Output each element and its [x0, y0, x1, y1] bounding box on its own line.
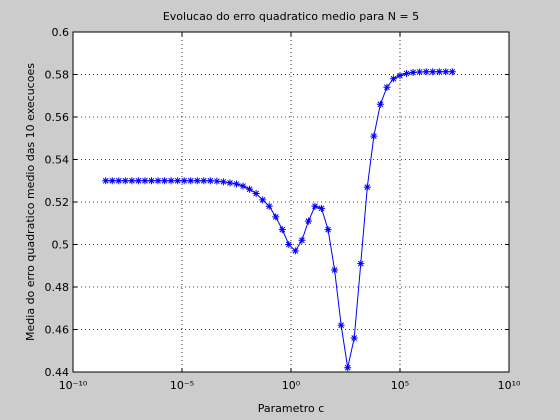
marker: [134, 177, 142, 185]
marker: [187, 177, 195, 185]
marker: [409, 68, 417, 76]
marker: [422, 68, 430, 76]
marker: [180, 177, 188, 185]
marker: [265, 202, 273, 210]
marker: [272, 213, 280, 221]
marker: [154, 177, 162, 185]
marker: [174, 177, 182, 185]
y-tick-label: 0.58: [45, 69, 70, 82]
x-axis-label: Parametro c: [258, 402, 325, 415]
chart-title: Evolucao do erro quadratico medio para N…: [163, 10, 419, 23]
y-tick-label: 0.44: [45, 366, 70, 379]
marker: [141, 177, 149, 185]
y-tick-label: 0.48: [45, 281, 70, 294]
marker: [324, 226, 332, 234]
y-tick-label: 0.54: [45, 154, 70, 167]
y-tick-label: 0.56: [45, 111, 70, 124]
marker: [213, 177, 221, 185]
marker: [285, 241, 293, 248]
marker: [337, 321, 345, 329]
marker: [115, 177, 123, 185]
marker: [161, 177, 169, 185]
marker: [108, 177, 116, 185]
marker: [121, 177, 129, 185]
marker: [239, 182, 247, 190]
marker: [318, 204, 326, 212]
marker: [226, 179, 234, 187]
marker: [370, 132, 378, 140]
marker: [128, 177, 136, 185]
x-tick-label: 10⁻⁵: [170, 379, 194, 392]
y-tick-label: 0.52: [45, 196, 70, 209]
x-tick-label: 10⁻¹⁰: [59, 379, 88, 392]
x-tick-label: 10¹⁰: [498, 379, 521, 392]
x-tick-label: 10⁰: [282, 379, 301, 392]
marker: [442, 68, 450, 76]
marker: [357, 260, 365, 268]
x-tick-label: 10⁵: [391, 379, 409, 392]
marker: [219, 178, 227, 186]
marker: [298, 236, 306, 244]
marker: [278, 226, 286, 234]
y-axis-label: Media do erro quadratico medio das 10 ex…: [24, 63, 37, 341]
axes-box: [72, 31, 510, 373]
marker: [331, 266, 339, 274]
marker: [403, 69, 411, 77]
marker: [416, 68, 424, 76]
marker: [304, 217, 312, 225]
y-tick-label: 0.6: [52, 26, 70, 39]
marker: [167, 177, 175, 185]
marker: [232, 180, 240, 188]
marker: [311, 202, 319, 210]
marker: [448, 68, 456, 76]
marker: [246, 185, 254, 193]
marker: [259, 196, 267, 204]
marker: [435, 68, 443, 76]
marker: [206, 177, 214, 185]
marker: [383, 83, 391, 91]
marker: [200, 177, 208, 185]
y-tick-label: 0.5: [52, 239, 70, 252]
marker: [147, 177, 155, 185]
marker: [389, 75, 397, 83]
marker: [396, 72, 404, 80]
marker: [252, 190, 260, 197]
marker: [344, 364, 352, 372]
y-tick-label: 0.46: [45, 324, 70, 337]
marker: [350, 334, 358, 342]
marker: [102, 177, 110, 185]
marker: [291, 247, 299, 255]
marker: [429, 68, 437, 76]
marker: [193, 177, 201, 185]
marker: [363, 183, 371, 191]
marker: [376, 100, 384, 108]
